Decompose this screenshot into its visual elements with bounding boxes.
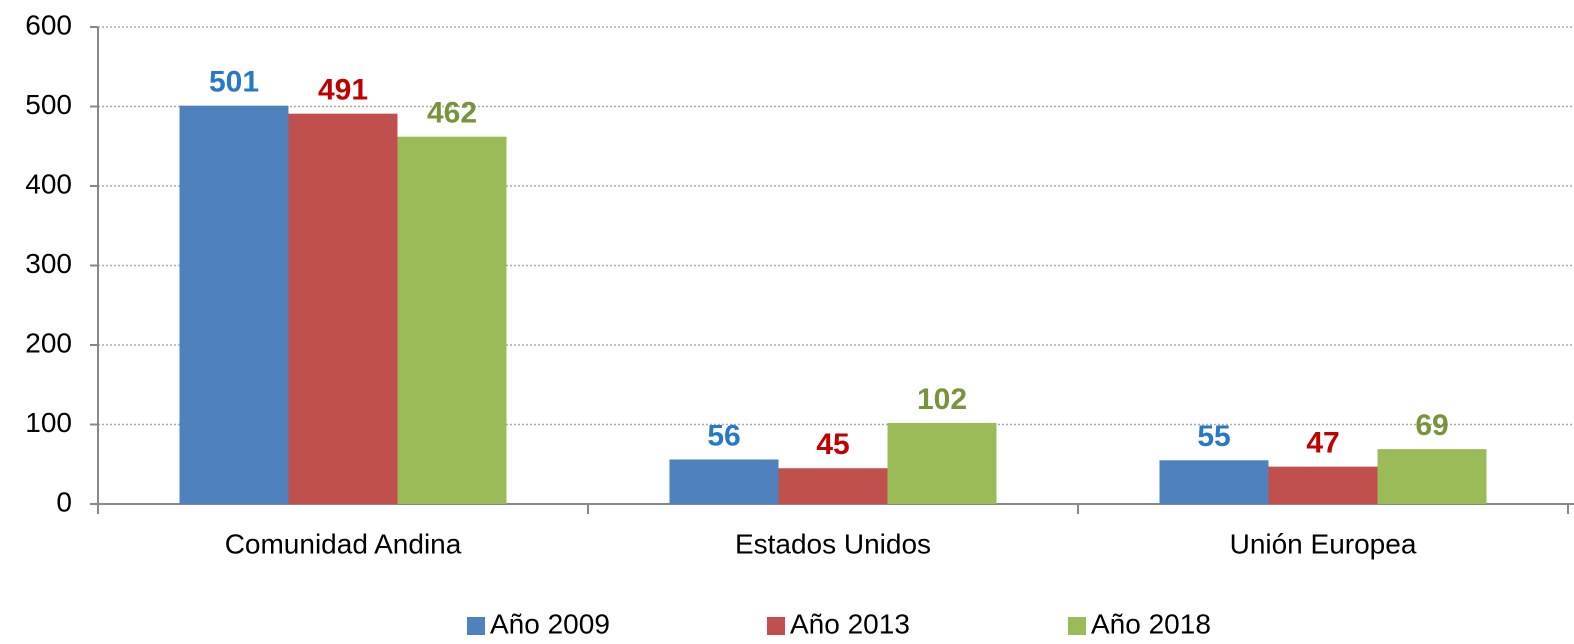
- legend-swatch: [767, 617, 785, 635]
- bar: [288, 113, 398, 504]
- value-label: 102: [917, 383, 967, 416]
- value-label: 47: [1306, 427, 1339, 460]
- bar: [179, 105, 289, 504]
- bar: [778, 468, 888, 504]
- value-label: 55: [1197, 420, 1230, 453]
- y-tick-label: 600: [25, 9, 72, 40]
- value-label: 69: [1415, 409, 1448, 442]
- y-tick-label: 400: [25, 168, 72, 199]
- legend-label: Año 2013: [790, 608, 910, 639]
- bar: [1377, 449, 1487, 504]
- legend-label: Año 2009: [490, 608, 610, 639]
- bar: [1159, 460, 1269, 504]
- value-label: 491: [318, 74, 368, 107]
- y-tick-label: 500: [25, 89, 72, 120]
- bar: [887, 422, 997, 504]
- value-label: 462: [427, 97, 477, 130]
- legend-swatch: [1068, 617, 1086, 635]
- bar: [1268, 466, 1378, 504]
- y-tick-label: 200: [25, 327, 72, 358]
- legend-swatch: [467, 617, 485, 635]
- legend-label: Año 2018: [1091, 608, 1211, 639]
- value-label: 45: [816, 428, 849, 461]
- bar: [669, 459, 779, 504]
- value-label: 56: [707, 419, 740, 452]
- bar: [397, 136, 507, 504]
- x-tick-label: Comunidad Andina: [225, 528, 462, 559]
- x-tick-label: Estados Unidos: [735, 528, 931, 559]
- y-tick-label: 100: [25, 407, 72, 438]
- x-tick-label: Unión Europea: [1230, 528, 1417, 559]
- y-tick-label: 300: [25, 248, 72, 279]
- y-tick-label: 0: [56, 486, 72, 517]
- value-label: 501: [209, 66, 259, 99]
